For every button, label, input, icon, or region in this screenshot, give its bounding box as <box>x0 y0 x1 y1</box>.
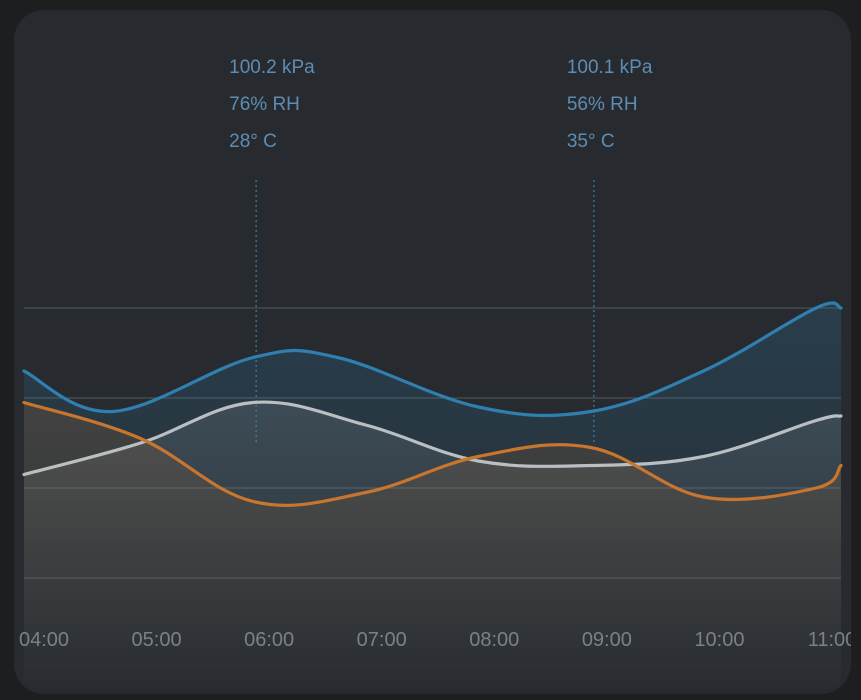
x-tick-label: 11:00 <box>808 629 851 651</box>
marker-2-pressure: 100.1 kPa <box>567 57 653 78</box>
sensor-chart: 100.2 kPa 76% RH 28° C 100.1 kPa 56% RH 35° C… <box>19 57 851 694</box>
marker-1-humidity: 76% RH <box>229 94 300 115</box>
series-3-area <box>24 402 841 694</box>
x-tick-label: 08:00 <box>469 629 519 651</box>
x-tick-label: 07:00 <box>357 629 407 651</box>
series-lines <box>22 301 843 507</box>
marker-2-humidity: 56% RH <box>567 94 638 115</box>
marker-1-pressure: 100.2 kPa <box>229 57 315 78</box>
chart-card: 100.2 kPa 76% RH 28° C 100.1 kPa 56% RH 35° C… <box>14 10 851 694</box>
x-tick-label: 10:00 <box>694 629 744 651</box>
series-1-line <box>22 301 843 418</box>
x-tick-label: 06:00 <box>244 629 294 651</box>
marker-1-temperature: 28° C <box>229 131 277 152</box>
marker-2-temperature: 35° C <box>567 131 615 152</box>
x-tick-label: 04:00 <box>19 629 69 651</box>
x-tick-label: 09:00 <box>582 629 632 651</box>
series-3-line <box>22 400 843 507</box>
marker-lines <box>255 180 595 442</box>
x-tick-label: 05:00 <box>132 629 182 651</box>
x-axis-ticks: 04:00 05:00 06:00 07:00 08:00 09:00 10:00 11:00 <box>19 629 851 651</box>
marker-readouts: 100.2 kPa 76% RH 28° C 100.1 kPa 56% RH 35° C <box>229 57 653 152</box>
